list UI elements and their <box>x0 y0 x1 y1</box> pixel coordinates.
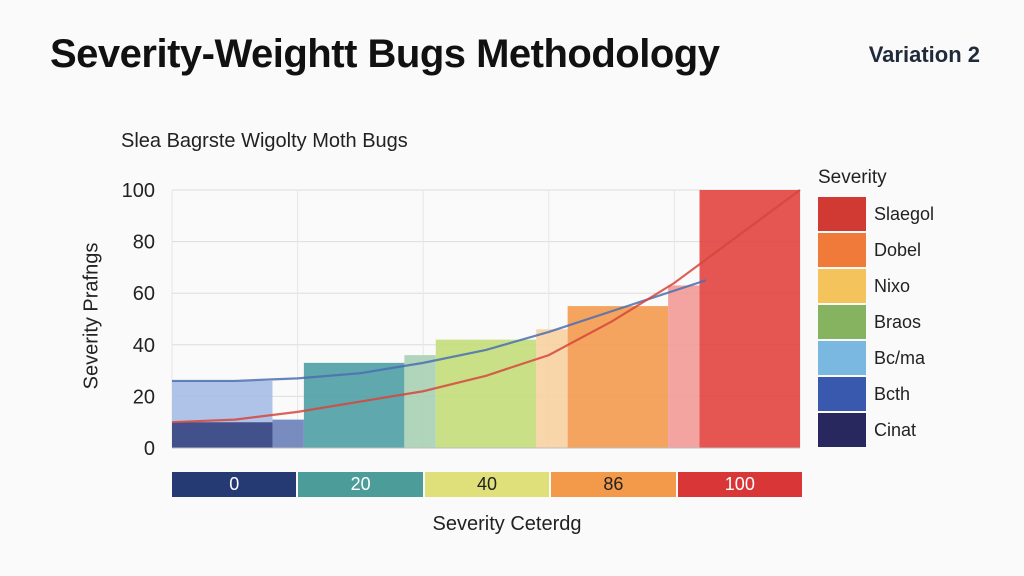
chart-title: Slea Bagrste Wigolty Moth Bugs <box>121 130 408 152</box>
legend: Severity Slaegol Dobel Nixo Braos Bc/ma Bcth C… <box>818 166 968 448</box>
scale-segment: 0 <box>172 472 299 497</box>
legend-item: Slaegol <box>818 196 968 232</box>
scale-segment: 86 <box>551 472 678 497</box>
legend-label: Dobel <box>874 239 922 260</box>
legend-item: Bcth <box>818 376 968 412</box>
legend-label: Braos <box>874 311 922 332</box>
y-tick-label: 40 <box>133 335 155 357</box>
legend-label: Bcth <box>874 383 911 404</box>
scale-segment: 40 <box>424 472 552 497</box>
x-axis-label: Severity Ceterdg <box>432 513 582 535</box>
legend-label: Nixo <box>874 275 911 296</box>
legend-swatch <box>818 269 866 303</box>
legend-swatch <box>818 233 866 267</box>
variation-label: Variation 2 <box>868 42 980 67</box>
scale-segment: 100 <box>677 472 803 497</box>
area-band <box>172 422 273 448</box>
legend-swatch <box>818 413 866 447</box>
legend-swatch <box>818 377 866 411</box>
scale-segment: 20 <box>298 472 425 497</box>
severity-scale-bar: 0 20 40 86 100 <box>172 472 803 497</box>
y-tick-label: 20 <box>133 386 155 408</box>
area-band <box>567 306 669 448</box>
area-band <box>435 339 537 448</box>
y-tick-label: 100 <box>122 180 155 202</box>
legend-item: Bc/ma <box>818 340 968 376</box>
area-band <box>272 419 304 448</box>
legend-item: Dobel <box>818 232 968 268</box>
area-band <box>172 380 273 423</box>
legend-title: Severity <box>818 167 887 188</box>
page-title: Severity-Weightt Bugs Methodology <box>50 32 720 76</box>
y-tick-label: 60 <box>133 283 155 305</box>
legend-label: Bc/ma <box>874 347 926 368</box>
legend-item: Nixo <box>818 268 968 304</box>
legend-swatch <box>818 341 866 375</box>
series-line <box>171 189 801 424</box>
legend-label: Slaegol <box>874 203 935 224</box>
area-band <box>404 355 436 448</box>
legend-item: Braos <box>818 304 968 340</box>
y-tick-label: 80 <box>133 232 155 254</box>
legend-label: Cinat <box>874 419 917 440</box>
area-band <box>668 285 700 448</box>
y-tick-label: 0 <box>144 438 155 460</box>
legend-swatch <box>818 305 866 339</box>
legend-swatch <box>818 197 866 231</box>
area-band <box>699 190 800 448</box>
legend-item: Cinat <box>818 412 968 448</box>
legend-items: Slaegol Dobel Nixo Braos Bc/ma Bcth Cinat <box>818 196 968 448</box>
